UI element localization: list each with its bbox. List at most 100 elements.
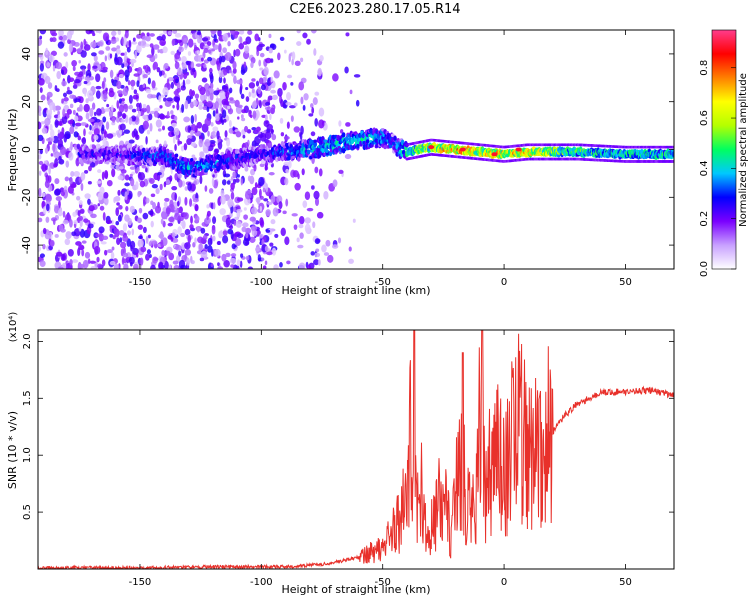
spectrogram-speckle <box>174 212 181 221</box>
spectrogram-speckle <box>226 138 231 147</box>
spectrogram-speckle <box>50 153 54 157</box>
spectrogram-speckle <box>308 113 314 117</box>
spectrogram-speckle <box>177 226 182 235</box>
spectrogram-speckle <box>230 30 236 35</box>
x-tick-label: -100 <box>250 577 273 588</box>
spectrogram-speckle <box>264 131 272 140</box>
spectrogram-speckle <box>225 91 230 99</box>
spectrogram-speckle <box>127 80 131 86</box>
spectrogram-speckle <box>93 54 98 62</box>
spectrogram-speckle <box>304 223 311 233</box>
spectrogram-ridge-cell <box>171 153 176 158</box>
spectrogram-speckle <box>126 46 131 53</box>
spectrogram-speckle <box>48 108 53 116</box>
spectrogram-speckle <box>257 86 262 95</box>
spectrogram-speckle <box>197 236 204 244</box>
spectrogram-speckle <box>310 30 317 34</box>
spectrogram-speckle <box>214 101 219 110</box>
spectrogram-speckle <box>58 30 64 37</box>
spectrogram-speckle <box>95 85 102 90</box>
spectrogram-speckle <box>327 254 334 263</box>
spectrogram-speckle <box>265 209 271 216</box>
spectrogram-speckle <box>50 30 56 36</box>
spectrogram-speckle <box>258 77 264 85</box>
spectrogram-speckle <box>176 87 181 93</box>
spectrogram-speckle <box>190 260 195 265</box>
spectrogram-ridge-cell <box>383 145 387 150</box>
spectrogram-speckle <box>187 38 194 48</box>
spectrogram-speckle <box>204 138 211 148</box>
spectrogram-speckle <box>123 129 131 134</box>
spectrogram-speckle <box>296 41 302 46</box>
spectrogram-speckle <box>208 187 214 194</box>
spectrogram-speckle <box>222 230 228 236</box>
spectrogram-ridge-cell <box>122 147 126 152</box>
spectrogram-speckle <box>313 48 317 56</box>
spectrogram-speckle <box>39 87 43 93</box>
spectrogram-speckle <box>145 136 148 145</box>
spectrogram-speckle <box>54 119 59 128</box>
spectrogram-speckle <box>254 182 258 189</box>
spectrogram-speckle <box>188 61 192 71</box>
spectrogram-speckle <box>111 246 115 251</box>
spectrogram-speckle <box>200 250 208 260</box>
spectrogram-speckle <box>284 49 287 54</box>
spectrogram-ridge-cell <box>193 157 197 161</box>
spectrogram-speckle <box>183 212 189 220</box>
spectrogram-speckle <box>97 203 100 207</box>
spectrogram-speckle <box>109 224 116 229</box>
spectrogram-speckle <box>101 80 105 89</box>
spectrogram-speckle <box>130 177 135 187</box>
spectrogram-speckle <box>46 91 53 98</box>
spectrogram-speckle <box>44 147 49 154</box>
spectrogram-speckle <box>62 34 68 41</box>
spectrogram-speckle <box>145 35 151 42</box>
spectrogram-speckle <box>65 61 69 69</box>
spectrogram-speckle <box>149 33 155 37</box>
spectrogram-speckle <box>58 158 65 165</box>
spectrogram-ridge-cell <box>94 160 99 165</box>
spectrogram-speckle <box>200 93 206 102</box>
spectrogram-speckle <box>41 192 46 198</box>
spectrogram-speckle <box>62 210 66 218</box>
spectrogram-speckle <box>91 102 96 110</box>
spectrogram-speckle <box>256 45 259 52</box>
spectrogram-speckle <box>172 135 176 144</box>
spectrogram-speckle <box>213 90 220 96</box>
spectrogram-speckle <box>64 238 71 246</box>
spectrogram-speckle <box>189 89 193 97</box>
spectrogram-speckle <box>165 207 171 215</box>
spectrogram-speckle <box>271 94 278 101</box>
spectrogram-speckle <box>159 183 163 191</box>
spectrogram-speckle <box>259 188 262 198</box>
spectrogram-speckle <box>59 134 64 138</box>
spectrogram-speckle <box>190 114 195 125</box>
spectrogram-speckle <box>202 234 208 240</box>
spectrogram-speckle <box>137 239 144 248</box>
spectrogram-speckle <box>263 198 269 202</box>
spectrogram-speckle <box>239 36 243 45</box>
spectrogram-speckle <box>337 237 342 244</box>
spectrogram-speckle <box>119 123 126 131</box>
spectrogram-speckle <box>181 56 187 63</box>
spectrogram-speckle <box>120 52 125 56</box>
spectrogram-speckle <box>242 238 250 247</box>
spectrogram-speckle <box>128 104 133 110</box>
spectrogram-speckle <box>221 85 229 93</box>
x-tick-label: 0 <box>501 577 507 588</box>
spectrogram-speckle <box>131 228 135 236</box>
spectrogram-speckle <box>72 66 76 72</box>
spectrogram-speckle <box>232 60 237 70</box>
spectrogram-speckle <box>285 198 289 207</box>
spectrogram-speckle <box>240 177 243 186</box>
spectrogram-speckle <box>192 99 198 107</box>
spectrogram-speckle <box>220 195 226 205</box>
spectrogram-speckle <box>73 79 81 84</box>
spectrogram-speckle <box>116 80 122 90</box>
spectrogram-speckle <box>198 101 204 106</box>
spectrogram-speckle <box>155 187 160 195</box>
spectrogram-speckle <box>109 260 116 266</box>
spectrogram-speckle <box>244 125 249 133</box>
spectrogram-speckle <box>299 232 304 239</box>
spectrogram-speckle <box>208 49 212 54</box>
